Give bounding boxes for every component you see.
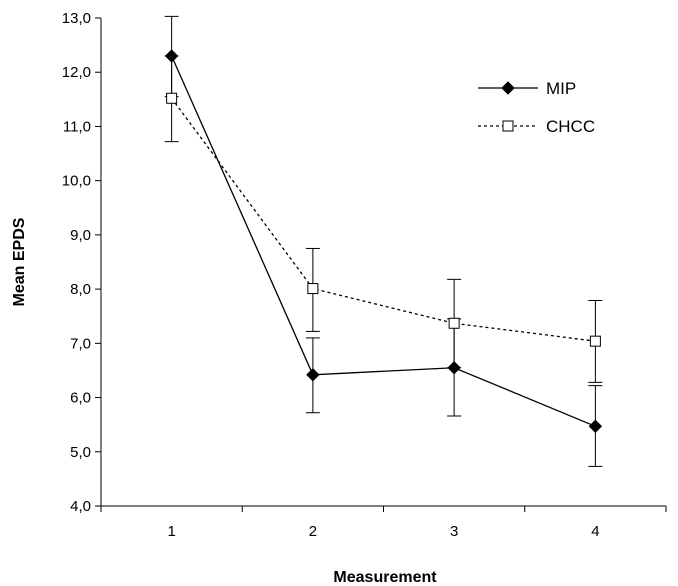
mip-point	[588, 419, 603, 434]
series-layer	[164, 15, 603, 467]
legend-label-chcc: CHCC	[546, 117, 595, 136]
legend-item-chcc: CHCC	[478, 117, 595, 136]
y-tick-label: 9,0	[70, 227, 91, 244]
y-axis-title: Mean EPDS	[11, 217, 28, 306]
legend-item-mip: MIP	[478, 79, 576, 98]
chcc-point	[448, 317, 460, 329]
x-axis-title: Measurement	[333, 569, 437, 586]
y-tick-label: 4,0	[70, 498, 91, 515]
y-tick-label: 7,0	[70, 335, 91, 352]
y-tick-label: 10,0	[62, 173, 91, 190]
x-ticks: 1 2 3 4	[100, 506, 667, 540]
mip-line	[171, 55, 596, 427]
chcc-line	[171, 97, 596, 342]
legend: MIP CHCC	[478, 79, 595, 136]
chcc-point	[589, 335, 601, 347]
mip-point	[306, 368, 320, 382]
y-tick-label: 6,0	[70, 390, 91, 407]
x-tick-label: 1	[167, 523, 175, 540]
series-chcc	[164, 55, 603, 383]
legend-label-mip: MIP	[546, 79, 576, 98]
y-tick-label: 11,0	[63, 118, 91, 135]
axes	[100, 18, 666, 507]
x-tick-label: 3	[450, 523, 458, 540]
series-mip	[164, 15, 603, 467]
y-tick-label: 13,0	[62, 10, 91, 27]
legend-marker-mip	[501, 81, 515, 95]
x-tick-label: 4	[591, 523, 599, 540]
x-tick-label: 2	[309, 523, 317, 540]
y-tick-label: 12,0	[62, 64, 91, 81]
chcc-point	[166, 92, 178, 104]
y-tick-label: 5,0	[70, 444, 91, 461]
y-ticks: 4,0 5,0 6,0 7,0 8,0 9,0 10,0 11,0 12,0 13,0	[62, 10, 101, 515]
legend-marker-chcc	[502, 120, 514, 132]
chcc-point	[307, 283, 319, 295]
y-tick-label: 8,0	[70, 281, 91, 298]
